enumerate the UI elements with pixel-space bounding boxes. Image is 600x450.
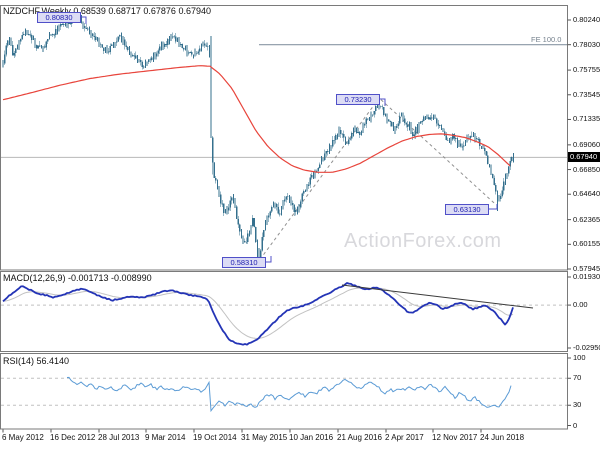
- main-panel: [0, 5, 568, 271]
- rsi-line: [66, 376, 512, 413]
- annotation-connector-3: [266, 256, 272, 263]
- annotation-connector-2: [489, 204, 498, 210]
- macd-line: [2, 282, 514, 346]
- annotation-connector-0: [81, 16, 87, 24]
- annotation-connector-1: [380, 98, 386, 106]
- macd-panel: [0, 271, 568, 352]
- candles: [2, 13, 515, 265]
- main-chart-area: [1, 13, 567, 265]
- macd-trendline: [341, 284, 534, 309]
- moving-average-line: [2, 65, 511, 173]
- macd-area: [1, 282, 567, 346]
- rsi-area: [1, 376, 567, 413]
- rsi-panel: [0, 353, 568, 430]
